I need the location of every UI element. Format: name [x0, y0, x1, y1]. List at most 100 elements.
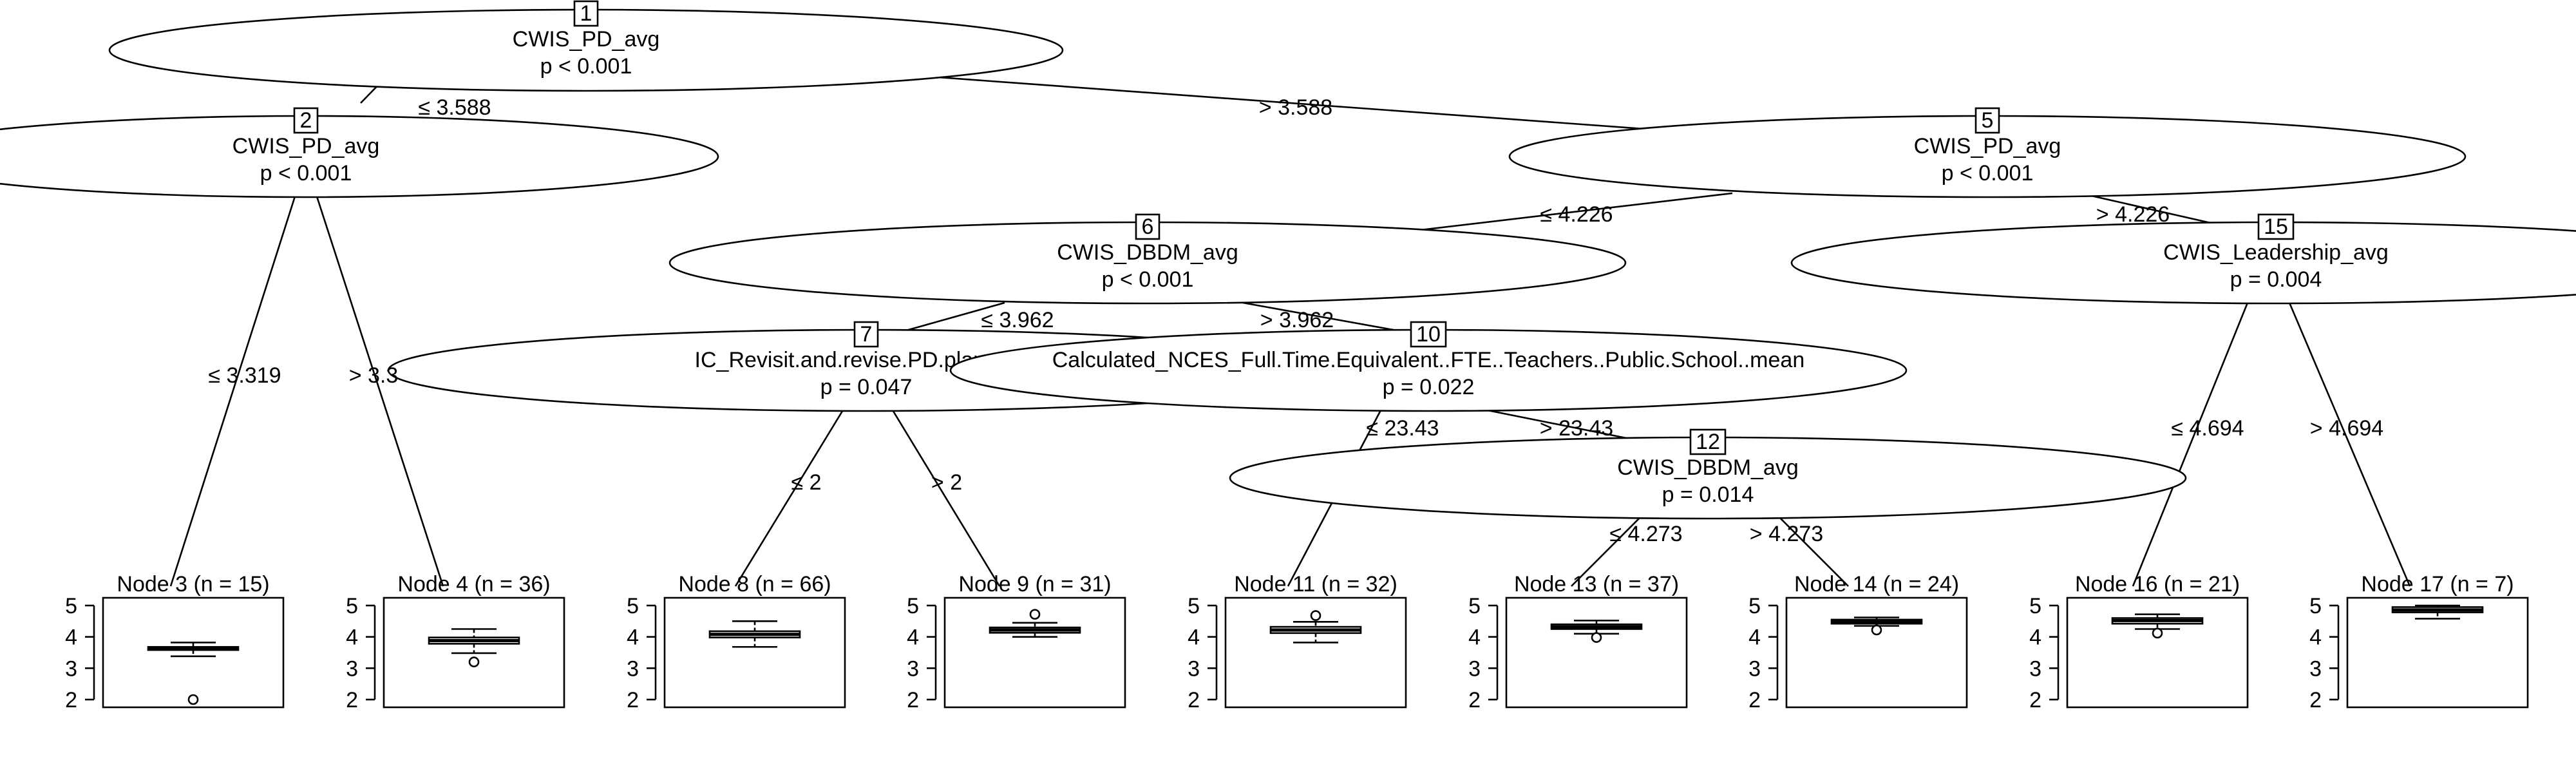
- node-2-variable: CWIS_PD_avg: [232, 134, 380, 158]
- node-15-pvalue: p = 0.004: [2230, 267, 2322, 292]
- node-12-pvalue: p = 0.014: [1662, 482, 1754, 507]
- node-5-variable: CWIS_PD_avg: [1914, 134, 2061, 158]
- node-1-variable: CWIS_PD_avg: [513, 27, 660, 52]
- edge-12-14: [1777, 515, 1849, 587]
- edge-label-1-5: > 3.588: [1259, 95, 1332, 120]
- y-tick-label: 3: [346, 656, 358, 681]
- node-15: 15 CWIS_Leadership_avg p = 0.004: [1790, 213, 2576, 305]
- edge-15-16: [2132, 302, 2249, 587]
- edge-label-5-15: > 4.226: [2096, 202, 2170, 227]
- y-tick-label: 2: [65, 688, 77, 712]
- edge-label-12-14: > 4.273: [1750, 522, 1823, 546]
- edge-label-10-12: > 23.43: [1540, 416, 1613, 441]
- boxplot-panel: [1785, 596, 1968, 709]
- inner-nodes: 1 CWIS_PD_avg p < 0.001 2 CWIS_PD_avg p …: [0, 0, 2576, 520]
- node-7-id: 7: [860, 322, 873, 347]
- y-tick-label: 3: [2309, 656, 2322, 681]
- node-1-id-box: [573, 0, 599, 27]
- node-5-id-box: [1975, 107, 2000, 134]
- y-tick-label: 2: [1468, 688, 1481, 712]
- boxplot-panel: [663, 596, 846, 709]
- node-6-pvalue: p < 0.001: [1102, 267, 1194, 292]
- node-10-variable: Calculated_NCES_Full.Time.Equivalent..FT…: [1052, 348, 1804, 372]
- edge-10-12: [1481, 408, 1643, 443]
- y-tick-label: 2: [1748, 688, 1761, 712]
- edge-label-1-2: ≤ 3.588: [418, 95, 491, 120]
- terminal-node-4: Node 4 (n = 36) 5 4 3 2: [346, 572, 565, 712]
- y-tick-label: 3: [2029, 656, 2041, 681]
- outlier-point: [1591, 632, 1602, 643]
- terminal-node-title: Node 17 (n = 7): [2361, 572, 2514, 596]
- node-10-id-box: [1410, 321, 1447, 348]
- node-6-id-box: [1135, 213, 1160, 240]
- edge-15-17: [2288, 302, 2411, 587]
- edge-label-2-4: > 3.3: [349, 363, 399, 388]
- node-2-id-box: [293, 107, 319, 134]
- y-tick-label: 5: [1468, 594, 1481, 618]
- node-10-id: 10: [1416, 322, 1441, 347]
- edge-5-6: [1403, 192, 1733, 233]
- y-tick-label: 2: [1188, 688, 1200, 712]
- node-15-id-box: [2257, 213, 2295, 240]
- boxplot-panel: [943, 596, 1126, 709]
- y-tick-label: 2: [346, 688, 358, 712]
- terminal-nodes: Node 3 (n = 15) 5 4 3 2 Node 4 (n = 36) 5 4 3 2 No…: [65, 572, 2529, 712]
- node-2-pvalue: p < 0.001: [260, 161, 352, 186]
- boxplot-panel: [102, 596, 285, 709]
- y-tick-label: 2: [2309, 688, 2322, 712]
- outlier-point: [1310, 610, 1321, 621]
- terminal-node-11: Node 11 (n = 32) 5 4 3 2: [1188, 572, 1407, 712]
- edge-1-5: [920, 75, 1688, 133]
- edge-label-15-17: > 4.694: [2310, 416, 2383, 441]
- node-1: 1 CWIS_PD_avg p < 0.001: [108, 0, 1064, 92]
- terminal-node-title: Node 3 (n = 15): [117, 572, 269, 596]
- y-tick-label: 2: [907, 688, 919, 712]
- outlier-point: [2152, 627, 2163, 639]
- edge-6-7: [901, 301, 1005, 333]
- y-tick-label: 4: [346, 625, 358, 650]
- boxplot-panel: [2066, 596, 2249, 709]
- boxplot-panel: [2346, 596, 2529, 709]
- node-6: 6 CWIS_DBDM_avg p < 0.001: [668, 213, 1627, 305]
- node-15-variable: CWIS_Leadership_avg: [2163, 240, 2389, 265]
- outlier-point: [1029, 609, 1041, 620]
- terminal-node-title: Node 9 (n = 31): [958, 572, 1111, 596]
- y-tick-label: 3: [907, 656, 919, 681]
- y-tick-label: 5: [1188, 594, 1200, 618]
- y-tick-label: 2: [2029, 688, 2041, 712]
- node-12-id: 12: [1696, 430, 1720, 454]
- node-6-variable: CWIS_DBDM_avg: [1057, 240, 1238, 265]
- terminal-node-title: Node 16 (n = 21): [2075, 572, 2240, 596]
- edge-2-4: [316, 196, 444, 587]
- terminal-node-title: Node 14 (n = 24): [1794, 572, 1959, 596]
- y-tick-label: 5: [65, 594, 77, 618]
- y-tick-label: 5: [1748, 594, 1761, 618]
- y-tick-label: 5: [627, 594, 639, 618]
- node-10-pvalue: p = 0.022: [1383, 375, 1475, 399]
- edge-label-7-8: ≤ 2: [791, 470, 821, 495]
- outlier-point: [187, 694, 199, 705]
- node-1-id: 1: [580, 1, 592, 26]
- y-tick-label: 4: [1188, 625, 1200, 650]
- node-7-id-box: [853, 321, 879, 348]
- node-1-pvalue: p < 0.001: [540, 54, 632, 79]
- edge-2-3: [169, 196, 296, 587]
- boxplot-panel: [1224, 596, 1407, 709]
- node-12-variable: CWIS_DBDM_avg: [1617, 455, 1799, 480]
- edge-label-12-13: ≤ 4.273: [1609, 522, 1682, 546]
- terminal-node-3: Node 3 (n = 15) 5 4 3 2: [65, 572, 285, 712]
- terminal-node-14: Node 14 (n = 24) 5 4 3 2: [1748, 572, 1968, 712]
- edges: [169, 50, 2411, 587]
- node-12: 12 CWIS_DBDM_avg p = 0.014: [1229, 428, 2187, 520]
- terminal-node-9: Node 9 (n = 31) 5 4 3 2: [907, 572, 1126, 712]
- edge-7-9: [891, 408, 1001, 587]
- edge-label-6-10: > 3.962: [1260, 308, 1334, 332]
- edge-12-13: [1571, 515, 1643, 587]
- terminal-node-title: Node 4 (n = 36): [397, 572, 550, 596]
- y-tick-label: 5: [2029, 594, 2041, 618]
- node-10: 10 Calculated_NCES_Full.Time.Equivalent.…: [949, 321, 1908, 412]
- terminal-node-title: Node 13 (n = 37): [1514, 572, 1679, 596]
- y-tick-label: 4: [627, 625, 639, 650]
- y-tick-label: 2: [627, 688, 639, 712]
